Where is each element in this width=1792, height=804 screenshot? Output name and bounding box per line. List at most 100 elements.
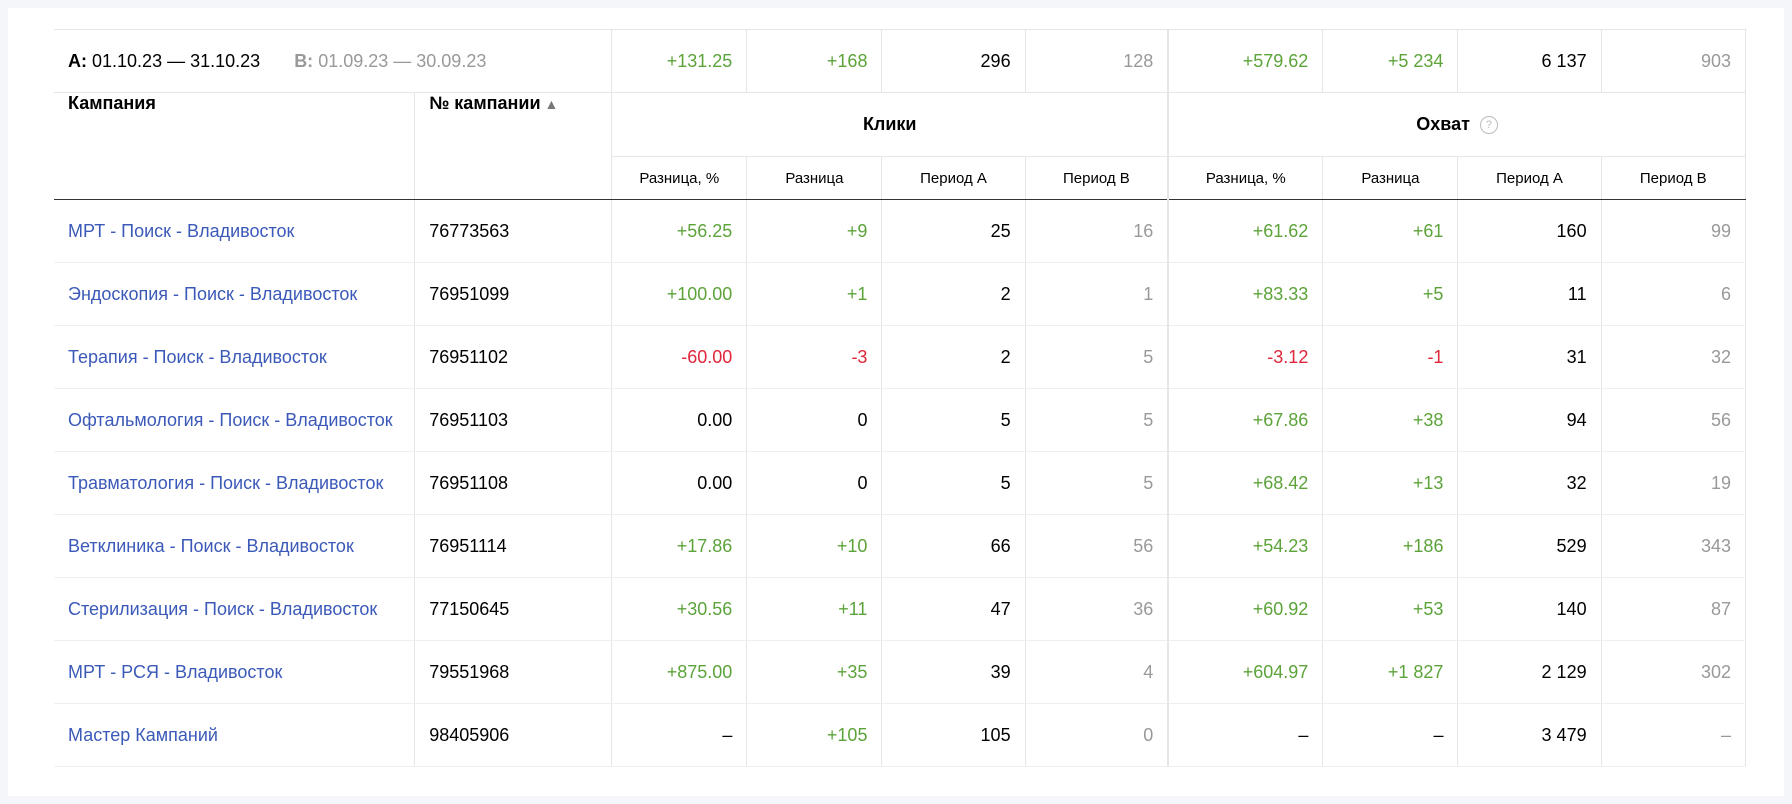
reach-period-a: 31	[1457, 325, 1602, 389]
reach-diff: +1 827	[1322, 640, 1458, 704]
table-row: Мастер Кампаний 98405906 – +105 105 0 – …	[54, 703, 1747, 767]
column-header-campaign-label: Кампания	[68, 93, 156, 113]
clicks-diff: -3	[746, 325, 882, 389]
campaign-number: 76951103	[414, 388, 612, 452]
table-body: МРТ - Поиск - Владивосток 76773563 +56.2…	[54, 199, 1747, 767]
period-a-label: A:	[68, 50, 87, 71]
help-icon[interactable]: ?	[1479, 116, 1498, 134]
reach-diff-pct: –	[1167, 703, 1323, 767]
clicks-period-b: 5	[1024, 325, 1169, 389]
reach-period-b: 302	[1600, 640, 1747, 704]
clicks-diff-pct: +30.56	[611, 577, 747, 641]
reach-period-a: 2 129	[1457, 640, 1602, 704]
reach-period-a: 160	[1457, 199, 1602, 263]
total-reach-diff-pct: +579.62	[1167, 29, 1323, 93]
column-group-reach-label: Охват	[1416, 114, 1470, 134]
reach-period-a: 140	[1457, 577, 1602, 641]
campaign-name-link[interactable]: Мастер Кампаний	[54, 703, 415, 767]
campaign-number: 98405906	[414, 703, 612, 767]
column-group-clicks-label: Клики	[862, 114, 917, 134]
reach-diff-pct: +60.92	[1167, 577, 1323, 641]
reach-diff: +61	[1322, 199, 1458, 263]
column-header-reach-diff[interactable]: Разница	[1322, 156, 1458, 200]
clicks-diff-pct: +17.86	[611, 514, 747, 578]
column-header-clicks-period-b[interactable]: Период В	[1024, 156, 1169, 200]
clicks-diff-pct: 0.00	[611, 388, 747, 452]
total-clicks-diff-pct: +131.25	[611, 29, 747, 93]
period-a-range: 01.10.23 — 31.10.23	[92, 50, 261, 71]
clicks-diff-pct: -60.00	[611, 325, 747, 389]
campaign-name-link[interactable]: Офтальмология - Поиск - Владивосток	[54, 388, 415, 452]
totals-row: A: 01.10.23 — 31.10.23 B: 01.09.23 — 30.…	[54, 29, 1747, 93]
campaign-name-link[interactable]: Ветклиника - Поиск - Владивосток	[54, 514, 415, 578]
reach-period-a: 94	[1457, 388, 1602, 452]
clicks-period-b: 56	[1024, 514, 1169, 578]
column-header-clicks-diff-pct[interactable]: Разница, %	[611, 156, 747, 200]
campaign-name-link[interactable]: Стерилизация - Поиск - Владивосток	[54, 577, 415, 641]
table-row: Терапия - Поиск - Владивосток 76951102 -…	[54, 325, 1747, 389]
total-reach-period-a: 6 137	[1457, 29, 1602, 93]
column-header-clicks-period-a[interactable]: Период А	[881, 156, 1026, 200]
clicks-diff: +105	[746, 703, 882, 767]
clicks-diff: +10	[746, 514, 882, 578]
campaign-number: 77150645	[414, 577, 612, 641]
reach-diff-pct: +604.97	[1167, 640, 1323, 704]
period-a: A: 01.10.23 — 31.10.23	[68, 51, 265, 71]
clicks-diff-pct: +56.25	[611, 199, 747, 263]
reach-period-a: 529	[1457, 514, 1602, 578]
reach-diff: +13	[1322, 451, 1458, 515]
campaign-name-link[interactable]: Терапия - Поиск - Владивосток	[54, 325, 415, 389]
campaign-name-link[interactable]: МРТ - РСЯ - Владивосток	[54, 640, 415, 704]
reach-period-a: 32	[1457, 451, 1602, 515]
table-row: Эндоскопия - Поиск - Владивосток 7695109…	[54, 262, 1747, 326]
reach-period-b: 87	[1600, 577, 1747, 641]
reach-diff-pct: -3.12	[1167, 325, 1323, 389]
campaign-number: 76951108	[414, 451, 612, 515]
campaign-number: 79551968	[414, 640, 612, 704]
clicks-diff-pct: –	[611, 703, 747, 767]
total-reach-period-b: 903	[1600, 29, 1747, 93]
clicks-diff: +9	[746, 199, 882, 263]
column-header-campaign[interactable]: Кампания	[54, 92, 415, 200]
table-row: Травматология - Поиск - Владивосток 7695…	[54, 451, 1747, 515]
reach-diff: +38	[1322, 388, 1458, 452]
campaign-name-link[interactable]: Эндоскопия - Поиск - Владивосток	[54, 262, 415, 326]
table-row: Ветклиника - Поиск - Владивосток 7695111…	[54, 514, 1747, 578]
header-row-groups: Кампания № кампании ▲ Клики Охват?	[54, 92, 1747, 200]
column-header-reach-period-a[interactable]: Период А	[1457, 156, 1602, 200]
reach-diff-pct: +67.86	[1167, 388, 1323, 452]
clicks-diff: 0	[746, 451, 882, 515]
clicks-period-a: 66	[881, 514, 1026, 578]
reach-diff-pct: +61.62	[1167, 199, 1323, 263]
reach-period-b: 99	[1600, 199, 1747, 263]
reach-period-a: 3 479	[1457, 703, 1602, 767]
reach-diff: -1	[1322, 325, 1458, 389]
campaign-name-link[interactable]: МРТ - Поиск - Владивосток	[54, 199, 415, 263]
reach-period-b: 32	[1600, 325, 1747, 389]
campaign-number: 76951099	[414, 262, 612, 326]
table-row: МРТ - РСЯ - Владивосток 79551968 +875.00…	[54, 640, 1747, 704]
reach-period-b: 56	[1600, 388, 1747, 452]
clicks-period-a: 2	[881, 262, 1026, 326]
period-b-range: 01.09.23 — 30.09.23	[318, 50, 487, 71]
period-selector[interactable]: A: 01.10.23 — 31.10.23 B: 01.09.23 — 30.…	[54, 29, 612, 93]
column-header-reach-period-b[interactable]: Период В	[1600, 156, 1747, 200]
reach-diff: –	[1322, 703, 1458, 767]
table-row: Офтальмология - Поиск - Владивосток 7695…	[54, 388, 1747, 452]
total-reach-diff: +5 234	[1322, 29, 1458, 93]
clicks-period-a: 105	[881, 703, 1026, 767]
column-header-campaign-number-label: № кампании	[429, 93, 541, 113]
clicks-period-b: 5	[1024, 451, 1169, 515]
reach-diff-pct: +68.42	[1167, 451, 1323, 515]
column-header-campaign-number[interactable]: № кампании ▲	[414, 92, 612, 200]
column-header-reach-diff-pct[interactable]: Разница, %	[1167, 156, 1323, 200]
clicks-period-b: 4	[1024, 640, 1169, 704]
period-b-label: B:	[294, 50, 314, 71]
column-header-clicks-diff[interactable]: Разница	[746, 156, 882, 200]
clicks-diff: +35	[746, 640, 882, 704]
campaign-name-link[interactable]: Травматология - Поиск - Владивосток	[54, 451, 415, 515]
clicks-diff-pct: +100.00	[611, 262, 747, 326]
clicks-period-a: 39	[881, 640, 1026, 704]
clicks-period-a: 2	[881, 325, 1026, 389]
clicks-diff: +1	[746, 262, 882, 326]
